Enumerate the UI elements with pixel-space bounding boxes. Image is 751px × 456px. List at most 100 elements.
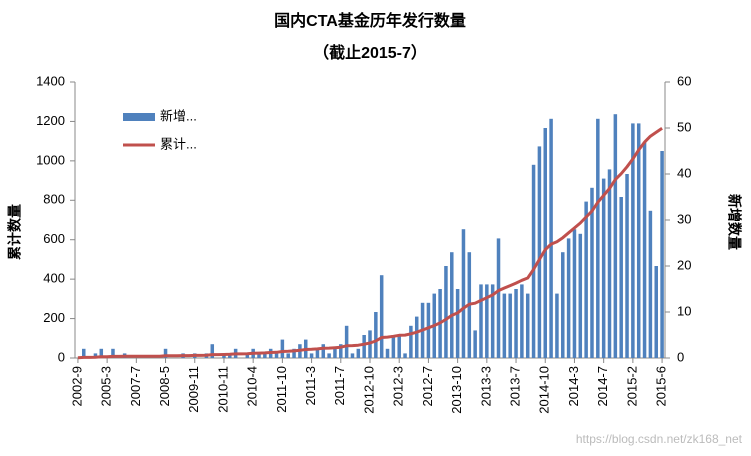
bar	[210, 344, 215, 358]
bar	[578, 233, 583, 358]
y-tick-label: 1000	[36, 152, 65, 167]
bar	[385, 348, 390, 358]
x-tick-label: 2007-7	[128, 366, 143, 406]
x-tick-label: 2011-3	[303, 366, 318, 406]
x-tick-label: 2009-11	[186, 366, 201, 413]
bar	[350, 353, 355, 358]
bar	[374, 312, 378, 358]
bar	[333, 348, 337, 358]
bar	[444, 266, 448, 358]
chart-subtitle: （截止2015-7）	[313, 43, 427, 62]
bar	[409, 325, 413, 358]
bar	[163, 348, 168, 358]
bar	[549, 118, 553, 358]
bar	[321, 344, 326, 358]
y-axis-title: 累计数量	[7, 204, 23, 260]
x-tick-label: 2011-7	[332, 366, 347, 406]
y2-tick-label: 10	[677, 303, 691, 318]
y-tick-label: 800	[43, 192, 65, 207]
x-tick-label: 2015-2	[624, 366, 639, 406]
bar	[362, 335, 366, 358]
bar	[99, 348, 104, 358]
bar	[111, 348, 115, 358]
bar	[543, 128, 547, 358]
bar	[660, 151, 664, 358]
bar	[520, 284, 524, 358]
bar	[82, 348, 86, 358]
bar	[613, 114, 618, 358]
bar	[642, 141, 647, 358]
bar	[274, 353, 279, 358]
bar	[339, 344, 343, 358]
bar	[286, 353, 290, 358]
x-tick-label: 2014-7	[595, 366, 610, 406]
bar	[625, 174, 629, 358]
legend-swatch	[123, 113, 155, 121]
bar	[356, 348, 361, 358]
x-tick-label: 2010-11	[215, 366, 230, 413]
bar	[607, 169, 612, 358]
x-tick-label: 2013-3	[478, 366, 493, 406]
watermark: https://blog.csdn.net/zk168_net	[576, 432, 743, 446]
x-tick-label: 2005-3	[99, 366, 114, 406]
legend-label: 累计...	[160, 136, 197, 151]
y2-tick-label: 0	[677, 349, 684, 364]
bar	[450, 252, 454, 358]
line	[77, 127, 663, 360]
x-tick-label: 2002-9	[69, 366, 84, 406]
bar	[584, 201, 588, 358]
x-tick-label: 2010-4	[245, 366, 260, 406]
bar	[636, 123, 641, 359]
bar	[344, 325, 349, 358]
y-tick-label: 200	[43, 310, 65, 325]
x-tick-label: 2012-7	[420, 366, 435, 406]
bar	[245, 353, 250, 358]
bar	[461, 229, 466, 358]
bar	[537, 146, 542, 358]
y-tick-label: 0	[58, 349, 65, 364]
y-tick-label: 1400	[36, 73, 65, 88]
x-tick-label: 2008-5	[157, 366, 172, 406]
y2-tick-label: 40	[677, 165, 691, 180]
bar	[566, 238, 571, 358]
y2-tick-label: 20	[677, 257, 691, 272]
bar	[490, 284, 495, 358]
bar	[414, 316, 419, 358]
bar	[631, 123, 635, 359]
y2-tick-label: 30	[677, 211, 691, 226]
bar	[590, 187, 594, 358]
bar	[531, 164, 536, 358]
bar	[572, 229, 577, 358]
bar	[479, 284, 483, 358]
bar	[391, 335, 396, 358]
bar	[648, 210, 653, 358]
y-tick-label: 1200	[36, 113, 65, 128]
bar	[502, 293, 507, 358]
legend-label: 新增...	[160, 108, 197, 123]
x-tick-label: 2012-10	[361, 366, 376, 414]
bar	[280, 339, 285, 358]
bar	[485, 284, 489, 358]
bar	[555, 293, 559, 358]
bar	[403, 353, 407, 358]
y-tick-label: 400	[43, 271, 65, 286]
bar	[379, 275, 384, 358]
bar	[596, 118, 600, 358]
bar	[473, 330, 477, 358]
bar	[654, 266, 658, 358]
x-tick-label: 2015-6	[654, 366, 669, 406]
y2-axis-title: 新增数量	[726, 194, 742, 250]
bar	[327, 353, 331, 358]
chart-title: 国内CTA基金历年发行数量	[274, 11, 466, 30]
bar	[257, 353, 261, 358]
bar	[292, 348, 296, 358]
y2-tick-label: 50	[677, 119, 691, 134]
x-tick-label: 2014-3	[566, 366, 581, 406]
bar	[496, 238, 501, 358]
bar	[455, 289, 460, 358]
x-tick-label: 2013-7	[507, 366, 522, 406]
x-tick-label: 2012-3	[391, 366, 406, 406]
bar	[263, 353, 267, 358]
x-tick-label: 2011-10	[274, 366, 289, 413]
